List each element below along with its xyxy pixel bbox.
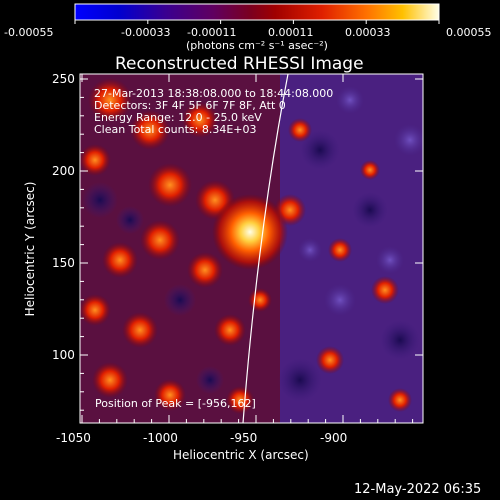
colorbar-tick-label: -0.00011 [187,26,237,39]
colorbar-tick-label: 0.00055 [446,26,492,39]
colorbar-tick-label: 0.00033 [345,26,391,39]
y-tick-label: 150 [52,256,75,270]
x-axis-ticks [81,74,414,423]
colorbar-gradient [74,3,440,21]
y-axis-ticks [80,78,423,411]
plot-frame [79,73,424,424]
x-tick-label: -950 [230,431,258,445]
info-clean-counts: Clean Total counts: 8.34E+03 [94,123,257,136]
y-tick-label: 100 [52,348,75,362]
peak-source [212,194,288,270]
solar-limb [242,74,289,423]
x-tick-label: -1000 [143,431,178,445]
y-tick-label: 200 [52,164,75,178]
info-detectors: Detectors: 3F 4F 5F 6F 7F 8F, Att 0 [94,99,286,112]
colorbar-unit-label: (photons cm⁻² s⁻¹ asec⁻²) [186,39,328,52]
x-axis-label: Heliocentric X (arcsec) [173,448,309,462]
info-energy-range: Energy Range: 12.0 - 25.0 keV [94,111,262,124]
colorbar-tick-label: -0.00055 [4,26,54,39]
colorbar-tick-label: -0.00033 [121,26,171,39]
y-tick-label: 250 [52,72,75,86]
y-axis-label: Heliocentric Y (arcsec) [23,181,37,317]
colorbar-tick-label: 0.00011 [268,26,314,39]
x-tick-label: -900 [320,431,348,445]
x-tick-label: -1050 [56,431,91,445]
footer-timestamp: 12-May-2022 06:35 [354,482,482,497]
plot-title: Reconstructed RHESSI Image [115,54,364,74]
info-time-range: 27-Mar-2013 18:38:08.000 to 18:44:08.000 [94,87,334,100]
map-content [80,74,423,423]
info-peak-position: Position of Peak = [-956,162] [95,397,256,410]
